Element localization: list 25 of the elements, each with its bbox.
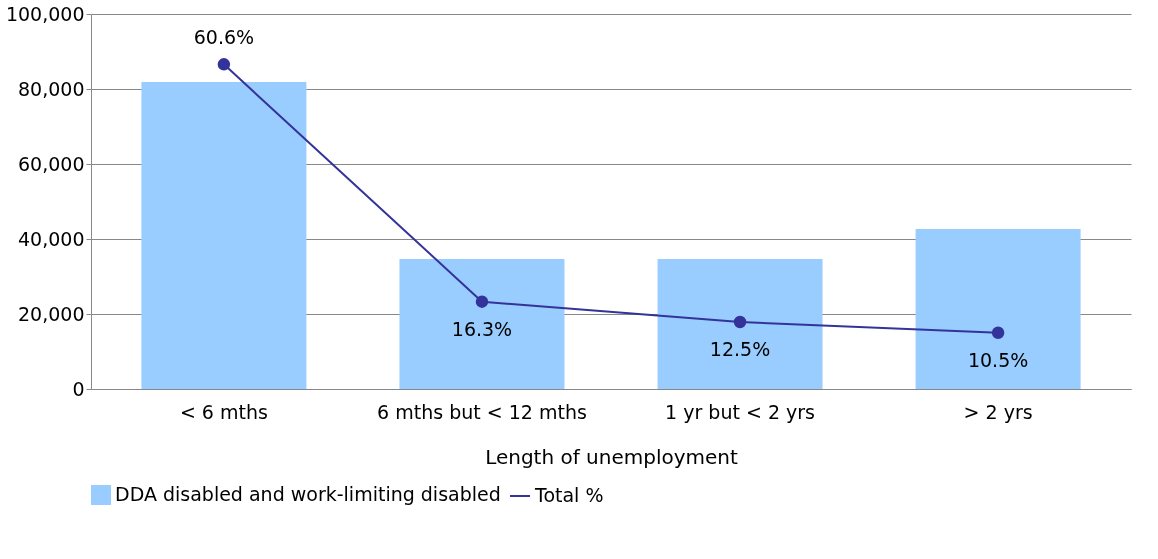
point bbox=[217, 58, 231, 71]
legend-label: Total % bbox=[534, 484, 604, 506]
bar bbox=[399, 258, 565, 389]
point bbox=[991, 326, 1005, 339]
data-label: 10.5% bbox=[967, 348, 1029, 371]
point bbox=[733, 315, 747, 329]
y-tick-label: 0 bbox=[72, 377, 85, 400]
y-tick-label: 40,000 bbox=[18, 227, 85, 250]
y-tick-label: 60,000 bbox=[18, 152, 85, 175]
x-tick-label: 1 yr but < 2 yrs bbox=[665, 400, 815, 423]
y-tick-label: 20,000 bbox=[18, 302, 85, 325]
bar bbox=[915, 228, 1081, 389]
bar bbox=[657, 258, 823, 389]
x-tick-label: 6 mths but < 12 mths bbox=[377, 400, 587, 423]
x-tick-label: > 2 yrs bbox=[963, 400, 1033, 423]
x-axis-title: Length of unemployment bbox=[485, 444, 739, 469]
y-tick-label: 100,000 bbox=[5, 2, 85, 25]
data-label: 16.3% bbox=[451, 317, 513, 340]
legend-label: DDA disabled and work-limiting disabled bbox=[115, 483, 501, 505]
bar bbox=[141, 81, 307, 389]
y-tick-label: 80,000 bbox=[18, 77, 85, 100]
x-tick-label: < 6 mths bbox=[179, 400, 268, 423]
point bbox=[475, 295, 489, 308]
data-label: 12.5% bbox=[709, 338, 771, 361]
data-label: 60.6% bbox=[193, 26, 255, 49]
